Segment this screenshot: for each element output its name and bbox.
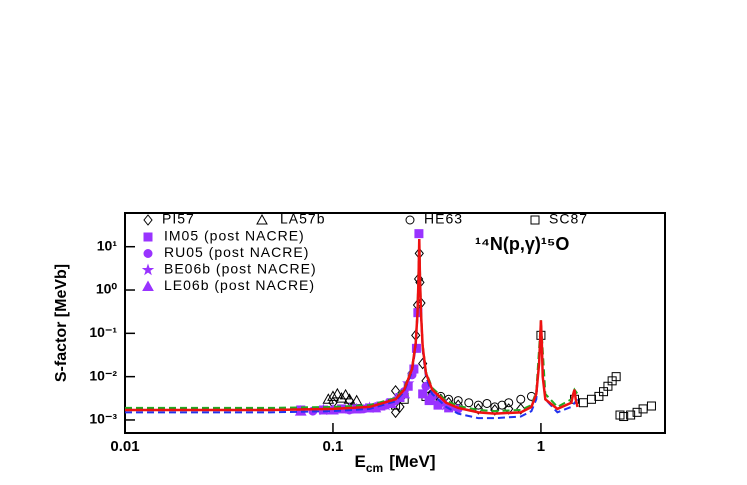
marker xyxy=(619,412,629,422)
marker xyxy=(322,393,335,404)
marker xyxy=(638,404,648,414)
marker xyxy=(390,406,401,419)
y-tick-label: 10⁻³ xyxy=(89,411,117,427)
y-tick-label: 10⁻² xyxy=(89,367,117,383)
marker xyxy=(497,400,507,410)
x-tick-label: 0.1 xyxy=(323,438,344,455)
legend-label: BE06b (post NACRE) xyxy=(164,261,317,277)
legend-label: PI57 xyxy=(162,211,195,227)
marker xyxy=(464,398,474,408)
marker xyxy=(482,398,492,408)
y-tick-label: 10⁻¹ xyxy=(89,324,117,340)
legend-marker xyxy=(143,214,153,226)
marker xyxy=(626,410,636,420)
legend-label: IM05 (post NACRE) xyxy=(164,228,305,244)
legend-label: LE06b (post NACRE) xyxy=(164,277,315,293)
x-label-main: E xyxy=(355,452,366,471)
fit-curve xyxy=(125,368,413,410)
marker xyxy=(401,376,415,389)
x-label-unit: [MeV] xyxy=(389,452,435,471)
x-label-sub: cm xyxy=(366,461,383,475)
x-tick-label: 1 xyxy=(537,438,545,455)
marker xyxy=(646,401,656,411)
marker xyxy=(578,398,588,408)
legend-marker xyxy=(256,213,268,225)
marker xyxy=(473,403,483,415)
legend-marker xyxy=(530,215,540,225)
x-axis-label: Ecm [MeV] xyxy=(355,452,436,475)
legend-label: LA57b xyxy=(280,211,325,227)
y-axis-label: S-factor [MeVb] xyxy=(53,264,70,382)
legend-label: RU05 (post NACRE) xyxy=(164,244,309,260)
marker xyxy=(586,394,596,404)
marker xyxy=(490,402,500,412)
annotation: ¹⁴N(p,γ)¹⁵O xyxy=(475,234,569,254)
legend-marker xyxy=(142,280,154,291)
marker xyxy=(339,388,352,400)
marker xyxy=(632,407,642,417)
marker xyxy=(327,390,339,401)
plot-frame xyxy=(124,212,666,434)
marker xyxy=(335,392,348,403)
legend-marker xyxy=(143,249,153,258)
marker xyxy=(516,403,526,415)
marker xyxy=(594,391,604,401)
marker xyxy=(418,389,428,399)
marker xyxy=(331,387,344,399)
legend-label: HE63 xyxy=(424,211,463,227)
plot-area xyxy=(125,229,656,422)
legend-marker xyxy=(143,232,153,242)
x-tick-label: 0.01 xyxy=(110,438,139,455)
marker xyxy=(611,372,621,382)
legend-marker xyxy=(405,215,415,225)
fit-curve xyxy=(125,243,579,420)
marker xyxy=(490,404,500,416)
marker xyxy=(473,400,483,410)
marker xyxy=(516,394,526,404)
marker xyxy=(395,401,405,413)
y-tick-label: 10¹ xyxy=(97,237,118,253)
y-tick-label: 10⁰ xyxy=(96,281,118,297)
marker xyxy=(504,398,514,408)
marker xyxy=(425,392,439,405)
fit-curve xyxy=(125,239,579,415)
legend-label: SC87 xyxy=(549,211,588,227)
legend-marker xyxy=(141,263,155,276)
marker xyxy=(414,229,424,239)
